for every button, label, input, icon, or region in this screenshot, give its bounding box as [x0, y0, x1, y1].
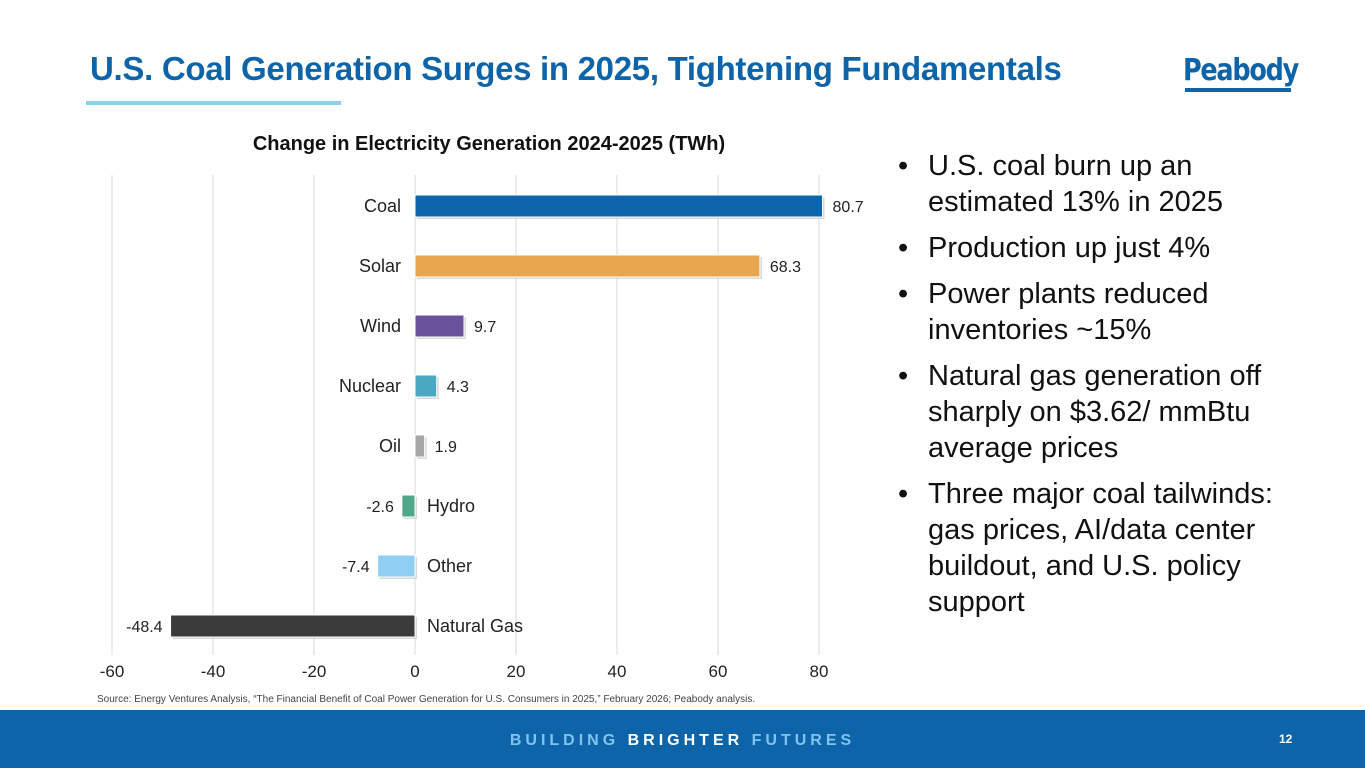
x-tick-label: 0	[410, 662, 419, 681]
bar-natural-gas	[170, 614, 416, 638]
category-label: Wind	[360, 316, 401, 336]
bullet-text: Power plants reduced inventories ~15%	[928, 278, 1209, 346]
bar-group: Nuclear 4.3	[339, 374, 469, 399]
bar-group: Hydro -2.6	[366, 494, 475, 519]
bar-group: Wind 9.7	[360, 314, 496, 339]
peabody-logo: Peabody	[1183, 53, 1299, 96]
bullet-icon: •	[898, 478, 909, 510]
bullet-item: • Power plants reduced inventories ~15%	[898, 276, 1318, 348]
logo-underline	[1185, 88, 1291, 92]
bullet-icon: •	[898, 278, 909, 310]
tagline-part-3: FUTURES	[743, 732, 856, 749]
gridlines	[111, 175, 820, 655]
value-label: 9.7	[474, 319, 496, 336]
slide-title: U.S. Coal Generation Surges in 2025, Tig…	[90, 50, 1062, 87]
key-points-list: • U.S. coal burn up an estimated 13% in 2…	[898, 148, 1318, 630]
footer-band: BUILDING BRIGHTER FUTURES 12	[0, 710, 1365, 768]
bar-group: Other -7.4	[342, 554, 472, 579]
x-tick-label: 80	[810, 662, 829, 681]
bullet-text: Natural gas generation off sharply on $3…	[928, 360, 1262, 464]
bullet-icon: •	[898, 150, 909, 182]
tagline-part-1: BUILDING	[509, 732, 628, 749]
bullet-item: • Production up just 4%	[898, 230, 1318, 266]
category-label: Natural Gas	[427, 616, 523, 636]
bar-hydro	[401, 494, 416, 518]
x-tick-label: -20	[302, 662, 327, 681]
bar-solar	[414, 254, 761, 278]
category-label: Solar	[359, 256, 401, 276]
value-label: 68.3	[770, 259, 801, 276]
x-tick-label: -40	[201, 662, 226, 681]
bar-oil	[414, 434, 426, 458]
x-axis-ticks: -60 -40 -20 0 20 40 60 80	[100, 662, 829, 681]
category-label: Oil	[379, 436, 401, 456]
bar-group: Natural Gas -48.4	[126, 614, 523, 639]
bullet-text: Three major coal tailwinds: gas prices, …	[928, 478, 1273, 618]
bullet-item: • Natural gas generation off sharply on $…	[898, 358, 1318, 466]
page-number: 12	[1279, 732, 1293, 746]
tagline-part-2: BRIGHTER	[627, 732, 744, 749]
bar-nuclear	[414, 374, 438, 398]
logo-text: Peabody	[1183, 53, 1299, 88]
bullet-item: • Three major coal tailwinds: gas prices,…	[898, 476, 1318, 620]
bar-group: Coal 80.7	[364, 194, 864, 219]
value-label: 4.3	[447, 379, 469, 396]
bars: Coal 80.7 Solar 68.3 Wind 9.7 Nuclear 4.3 Oil 1.9…	[126, 194, 864, 639]
bar-other	[377, 554, 416, 578]
footer-tagline: BUILDING BRIGHTER FUTURES	[0, 732, 1365, 750]
category-label: Nuclear	[339, 376, 401, 396]
bar-group: Solar 68.3	[359, 254, 801, 279]
chart-title: Change in Electricity Generation 2024-20…	[253, 133, 725, 155]
category-label: Other	[427, 556, 472, 576]
bullet-text: Production up just 4%	[928, 232, 1211, 264]
bullet-item: • U.S. coal burn up an estimated 13% in 2…	[898, 148, 1318, 220]
x-tick-label: 40	[608, 662, 627, 681]
value-label: 80.7	[833, 199, 864, 216]
bullet-icon: •	[898, 232, 909, 264]
value-label: -48.4	[126, 619, 163, 636]
source-note: Source: Energy Ventures Analysis, “The F…	[97, 694, 756, 705]
value-label: -2.6	[366, 499, 394, 516]
x-tick-label: 20	[507, 662, 526, 681]
x-tick-label: -60	[100, 662, 125, 681]
title-underline	[86, 101, 341, 105]
value-label: -7.4	[342, 559, 370, 576]
value-label: 1.9	[435, 439, 457, 456]
bullet-icon: •	[898, 360, 909, 392]
bar-wind	[414, 314, 465, 338]
bar-coal	[414, 194, 824, 218]
generation-change-chart: Change in Electricity Generation 2024-20…	[100, 133, 864, 681]
bar-group: Oil 1.9	[379, 434, 457, 459]
x-tick-label: 60	[709, 662, 728, 681]
bullet-text: U.S. coal burn up an estimated 13% in 20…	[928, 150, 1224, 218]
category-label: Hydro	[427, 496, 475, 516]
category-label: Coal	[364, 196, 401, 216]
